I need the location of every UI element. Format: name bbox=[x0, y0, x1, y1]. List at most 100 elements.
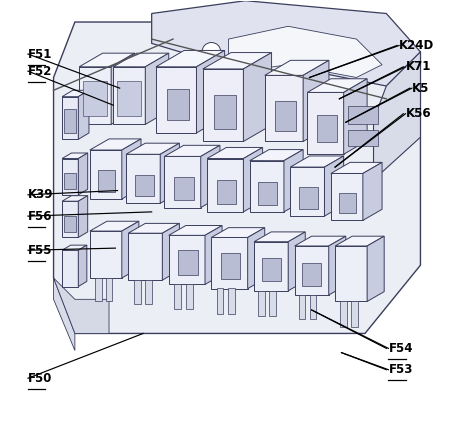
FancyBboxPatch shape bbox=[95, 278, 102, 301]
Polygon shape bbox=[244, 53, 272, 142]
Polygon shape bbox=[164, 146, 220, 156]
FancyBboxPatch shape bbox=[64, 216, 76, 232]
FancyBboxPatch shape bbox=[338, 193, 356, 213]
FancyBboxPatch shape bbox=[134, 280, 141, 303]
Polygon shape bbox=[248, 228, 265, 288]
Polygon shape bbox=[367, 236, 384, 301]
FancyBboxPatch shape bbox=[174, 177, 194, 200]
Polygon shape bbox=[169, 226, 222, 235]
Text: K56: K56 bbox=[406, 107, 431, 120]
Polygon shape bbox=[128, 233, 162, 280]
Polygon shape bbox=[203, 53, 272, 69]
Text: F55: F55 bbox=[28, 244, 53, 257]
Polygon shape bbox=[374, 52, 420, 180]
Text: F54: F54 bbox=[389, 342, 413, 355]
Polygon shape bbox=[54, 278, 109, 333]
Polygon shape bbox=[228, 26, 382, 77]
FancyBboxPatch shape bbox=[302, 263, 320, 285]
Text: F56: F56 bbox=[28, 210, 53, 223]
Polygon shape bbox=[288, 232, 305, 291]
Polygon shape bbox=[62, 196, 88, 201]
Polygon shape bbox=[284, 149, 303, 212]
Polygon shape bbox=[128, 223, 179, 233]
Polygon shape bbox=[250, 160, 284, 212]
Text: F53: F53 bbox=[389, 363, 413, 376]
Polygon shape bbox=[90, 231, 122, 278]
FancyBboxPatch shape bbox=[228, 288, 235, 314]
FancyBboxPatch shape bbox=[258, 291, 265, 315]
Text: F50: F50 bbox=[28, 372, 52, 385]
Polygon shape bbox=[62, 250, 78, 286]
FancyBboxPatch shape bbox=[217, 180, 236, 204]
Polygon shape bbox=[265, 75, 303, 142]
Polygon shape bbox=[54, 278, 75, 351]
Text: K71: K71 bbox=[406, 60, 431, 73]
Circle shape bbox=[202, 42, 221, 61]
Polygon shape bbox=[162, 223, 179, 280]
Polygon shape bbox=[265, 60, 329, 75]
Polygon shape bbox=[156, 67, 196, 133]
Polygon shape bbox=[62, 201, 78, 238]
Polygon shape bbox=[329, 236, 346, 295]
Polygon shape bbox=[295, 236, 346, 246]
Text: F52: F52 bbox=[28, 65, 52, 77]
Polygon shape bbox=[122, 139, 141, 199]
Polygon shape bbox=[78, 153, 88, 195]
Polygon shape bbox=[164, 156, 201, 208]
Polygon shape bbox=[291, 167, 325, 216]
Polygon shape bbox=[62, 90, 89, 97]
Text: F51: F51 bbox=[28, 48, 52, 60]
Polygon shape bbox=[325, 156, 344, 216]
FancyBboxPatch shape bbox=[340, 301, 346, 327]
Polygon shape bbox=[79, 67, 111, 125]
Text: K24D: K24D bbox=[399, 39, 434, 52]
FancyBboxPatch shape bbox=[64, 173, 76, 189]
Polygon shape bbox=[331, 162, 382, 173]
Polygon shape bbox=[303, 60, 329, 142]
Polygon shape bbox=[331, 173, 363, 220]
Text: K39: K39 bbox=[28, 188, 54, 201]
Polygon shape bbox=[244, 148, 263, 212]
Polygon shape bbox=[196, 51, 225, 133]
Polygon shape bbox=[201, 146, 220, 208]
Polygon shape bbox=[254, 232, 305, 242]
FancyBboxPatch shape bbox=[117, 81, 141, 116]
Polygon shape bbox=[78, 196, 88, 238]
Polygon shape bbox=[250, 149, 303, 160]
Polygon shape bbox=[113, 53, 169, 67]
FancyBboxPatch shape bbox=[213, 95, 236, 129]
Polygon shape bbox=[62, 153, 88, 158]
FancyBboxPatch shape bbox=[299, 295, 305, 319]
Text: K5: K5 bbox=[412, 82, 429, 95]
Polygon shape bbox=[126, 143, 179, 154]
Polygon shape bbox=[90, 221, 139, 231]
Polygon shape bbox=[363, 162, 382, 220]
Polygon shape bbox=[111, 53, 135, 125]
Polygon shape bbox=[211, 238, 248, 288]
FancyBboxPatch shape bbox=[106, 278, 112, 301]
FancyBboxPatch shape bbox=[136, 175, 154, 196]
Polygon shape bbox=[160, 143, 179, 203]
FancyBboxPatch shape bbox=[221, 253, 240, 279]
Polygon shape bbox=[62, 97, 78, 140]
Polygon shape bbox=[156, 51, 225, 67]
Polygon shape bbox=[62, 245, 87, 250]
Polygon shape bbox=[291, 156, 344, 167]
Polygon shape bbox=[79, 53, 135, 67]
FancyBboxPatch shape bbox=[269, 291, 276, 315]
Polygon shape bbox=[145, 53, 169, 125]
Polygon shape bbox=[90, 139, 141, 150]
Polygon shape bbox=[126, 154, 160, 203]
Polygon shape bbox=[205, 226, 222, 284]
Polygon shape bbox=[203, 69, 244, 142]
Polygon shape bbox=[254, 242, 288, 291]
FancyBboxPatch shape bbox=[186, 284, 192, 309]
Polygon shape bbox=[211, 228, 265, 238]
FancyBboxPatch shape bbox=[83, 81, 107, 116]
Polygon shape bbox=[344, 79, 367, 154]
Polygon shape bbox=[335, 236, 384, 246]
FancyBboxPatch shape bbox=[348, 107, 378, 125]
FancyBboxPatch shape bbox=[348, 130, 378, 146]
Polygon shape bbox=[308, 92, 344, 154]
Polygon shape bbox=[207, 148, 263, 158]
